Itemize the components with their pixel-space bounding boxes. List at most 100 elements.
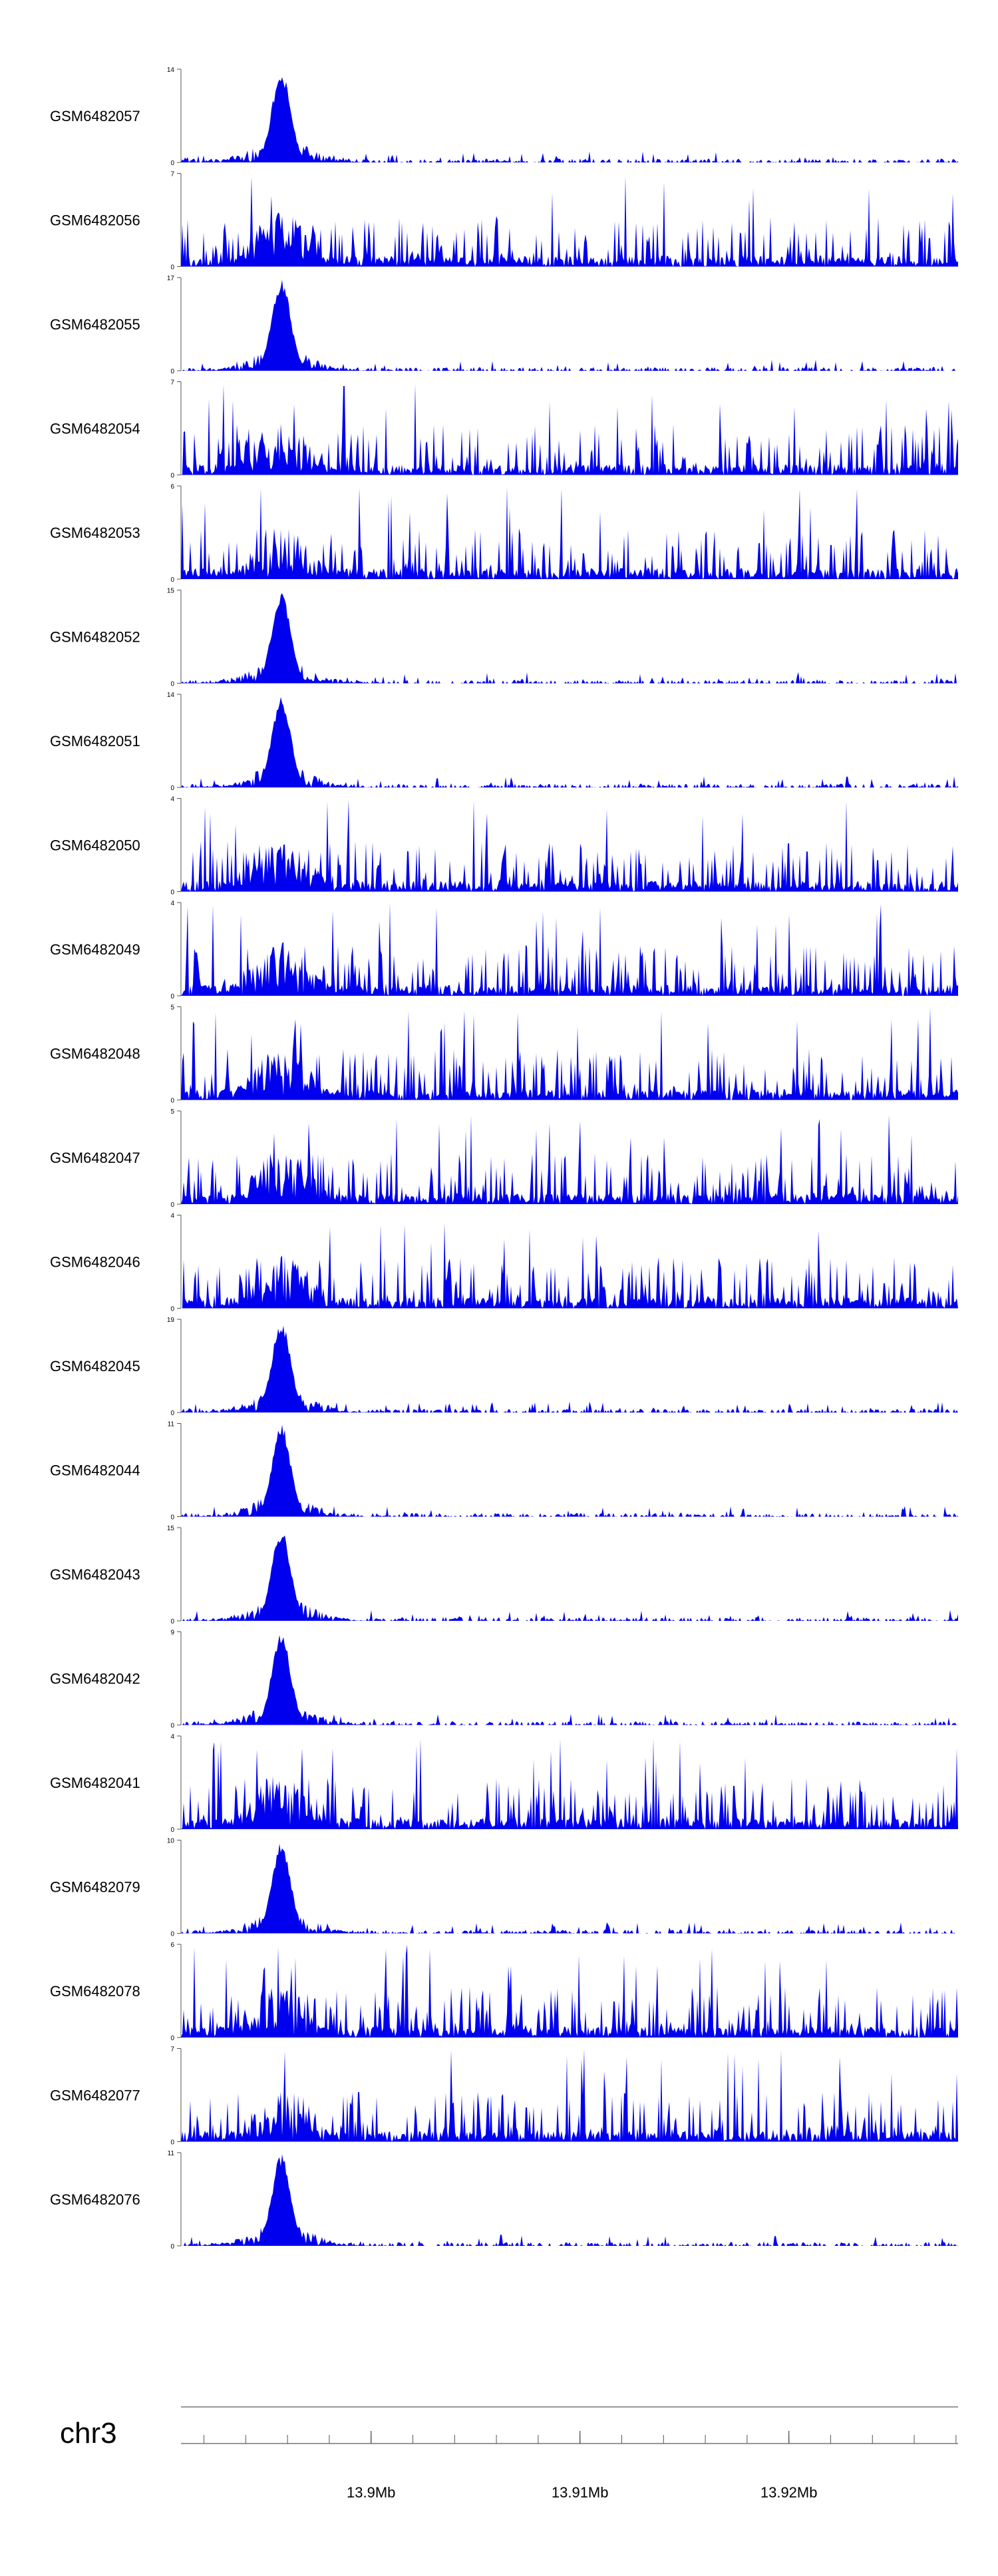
y-max-label: 6	[170, 1942, 174, 1949]
y-max-label: 4	[170, 900, 174, 907]
track-GSM6482045: GSM6482045 19 0	[50, 1317, 958, 1417]
y-max-label: 14	[167, 67, 175, 74]
coverage-area	[181, 697, 958, 787]
track-GSM6482052: GSM6482052 15 0	[50, 588, 958, 688]
track-GSM6482046: GSM6482046 4 0	[50, 1213, 958, 1313]
track-GSM6482047: GSM6482047 5 0	[50, 1108, 958, 1209]
coverage-area	[181, 2154, 958, 2246]
track-label: GSM6482057	[50, 108, 140, 124]
track-GSM6482050: GSM6482050 4 0	[50, 796, 958, 897]
track-label: GSM6482052	[50, 629, 140, 646]
y-min-label: 0	[170, 1306, 174, 1313]
y-min-label: 0	[170, 785, 174, 792]
coverage-area	[181, 799, 958, 892]
y-max-label: 7	[170, 379, 174, 387]
track-label: GSM6482047	[50, 1150, 140, 1166]
coverage-area	[181, 1635, 958, 1725]
coverage-area	[181, 384, 958, 475]
y-min-label: 0	[170, 576, 174, 584]
track-GSM6482044: GSM6482044 11 0	[50, 1421, 958, 1522]
y-max-label: 5	[170, 1108, 174, 1116]
chromosome-label: chr3	[60, 2417, 117, 2450]
y-max-label: 15	[167, 1525, 175, 1532]
x-tick-label: 13.9Mb	[347, 2484, 395, 2501]
track-GSM6482056: GSM6482056 7 0	[50, 171, 958, 272]
coverage-area	[181, 1424, 958, 1517]
y-min-label: 0	[170, 2139, 174, 2147]
y-max-label: 17	[167, 275, 175, 282]
track-label: GSM6482078	[50, 1983, 140, 2000]
coverage-area	[181, 1535, 958, 1621]
track-label: GSM6482043	[50, 1566, 140, 1583]
track-label: GSM6482042	[50, 1671, 140, 1687]
y-min-label: 0	[170, 368, 174, 375]
track-label: GSM6482041	[50, 1775, 140, 1791]
y-min-label: 0	[170, 681, 174, 688]
coverage-area	[181, 1325, 958, 1412]
coverage-area	[181, 486, 958, 579]
track-label: GSM6482055	[50, 316, 140, 333]
track-GSM6482053: GSM6482053 6 0	[50, 483, 958, 584]
track-label: GSM6482049	[50, 941, 140, 958]
coverage-area	[181, 1222, 958, 1309]
track-label: GSM6482044	[50, 1462, 140, 1479]
y-max-label: 15	[167, 588, 175, 595]
track-label: GSM6482050	[50, 837, 140, 854]
y-min-label: 0	[170, 473, 174, 480]
y-min-label: 0	[170, 889, 174, 897]
y-max-label: 7	[170, 171, 174, 178]
track-GSM6482057: GSM6482057 14 0	[50, 67, 958, 167]
coverage-area	[181, 280, 958, 371]
y-max-label: 11	[168, 1421, 175, 1428]
y-min-label: 0	[170, 264, 174, 272]
y-max-label: 19	[167, 1317, 175, 1324]
y-min-label: 0	[170, 1098, 174, 1105]
track-GSM6482049: GSM6482049 4 0	[50, 900, 958, 1000]
track-label: GSM6482053	[50, 525, 140, 541]
y-min-label: 0	[170, 2035, 174, 2042]
y-min-label: 0	[170, 1514, 174, 1522]
y-max-label: 4	[170, 1213, 174, 1220]
y-max-label: 4	[170, 796, 174, 803]
track-label: GSM6482076	[50, 2191, 140, 2208]
track-GSM6482048: GSM6482048 5 0	[50, 1004, 958, 1105]
coverage-area	[181, 1738, 958, 1829]
y-min-label: 0	[170, 1410, 174, 1417]
y-min-label: 0	[170, 993, 174, 1000]
y-min-label: 0	[170, 2243, 174, 2251]
y-min-label: 0	[170, 1618, 174, 1625]
track-label: GSM6482046	[50, 1254, 140, 1271]
y-min-label: 0	[170, 1201, 174, 1209]
track-label: GSM6482045	[50, 1358, 140, 1375]
genome-axis: chr3 13.9Mb 13.91Mb 13.92Mb	[60, 2406, 958, 2501]
coverage-area	[181, 1008, 958, 1100]
coverage-area	[181, 2049, 958, 2142]
track-GSM6482079: GSM6482079 10 0	[50, 1838, 958, 1938]
track-GSM6482077: GSM6482077 7 0	[50, 2046, 958, 2147]
y-min-label: 0	[170, 160, 174, 167]
track-label: GSM6482048	[50, 1046, 140, 1062]
coverage-area	[181, 176, 958, 267]
y-max-label: 5	[170, 1004, 174, 1012]
track-label: GSM6482051	[50, 733, 140, 750]
track-label: GSM6482056	[50, 212, 140, 229]
y-max-label: 14	[167, 692, 175, 699]
track-label: GSM6482054	[50, 421, 140, 437]
track-GSM6482042: GSM6482042 9 0	[50, 1629, 958, 1730]
y-max-label: 4	[170, 1733, 174, 1741]
track-label: GSM6482077	[50, 2087, 140, 2104]
x-tick-label: 13.92Mb	[760, 2484, 818, 2501]
y-min-label: 0	[170, 1723, 174, 1730]
track-GSM6482051: GSM6482051 14 0	[50, 692, 958, 792]
y-max-label: 9	[170, 1629, 174, 1637]
x-tick-label: 13.91Mb	[552, 2484, 609, 2501]
y-min-label: 0	[170, 1826, 174, 1834]
track-GSM6482055: GSM6482055 17 0	[50, 275, 958, 375]
coverage-area	[181, 1114, 958, 1204]
tracks-group: GSM6482057140GSM648205670GSM6482055170GS…	[50, 67, 958, 2251]
coverage-area	[181, 903, 958, 996]
y-max-label: 6	[170, 483, 174, 491]
track-label: GSM6482079	[50, 1879, 140, 1896]
y-max-label: 7	[170, 2046, 174, 2053]
